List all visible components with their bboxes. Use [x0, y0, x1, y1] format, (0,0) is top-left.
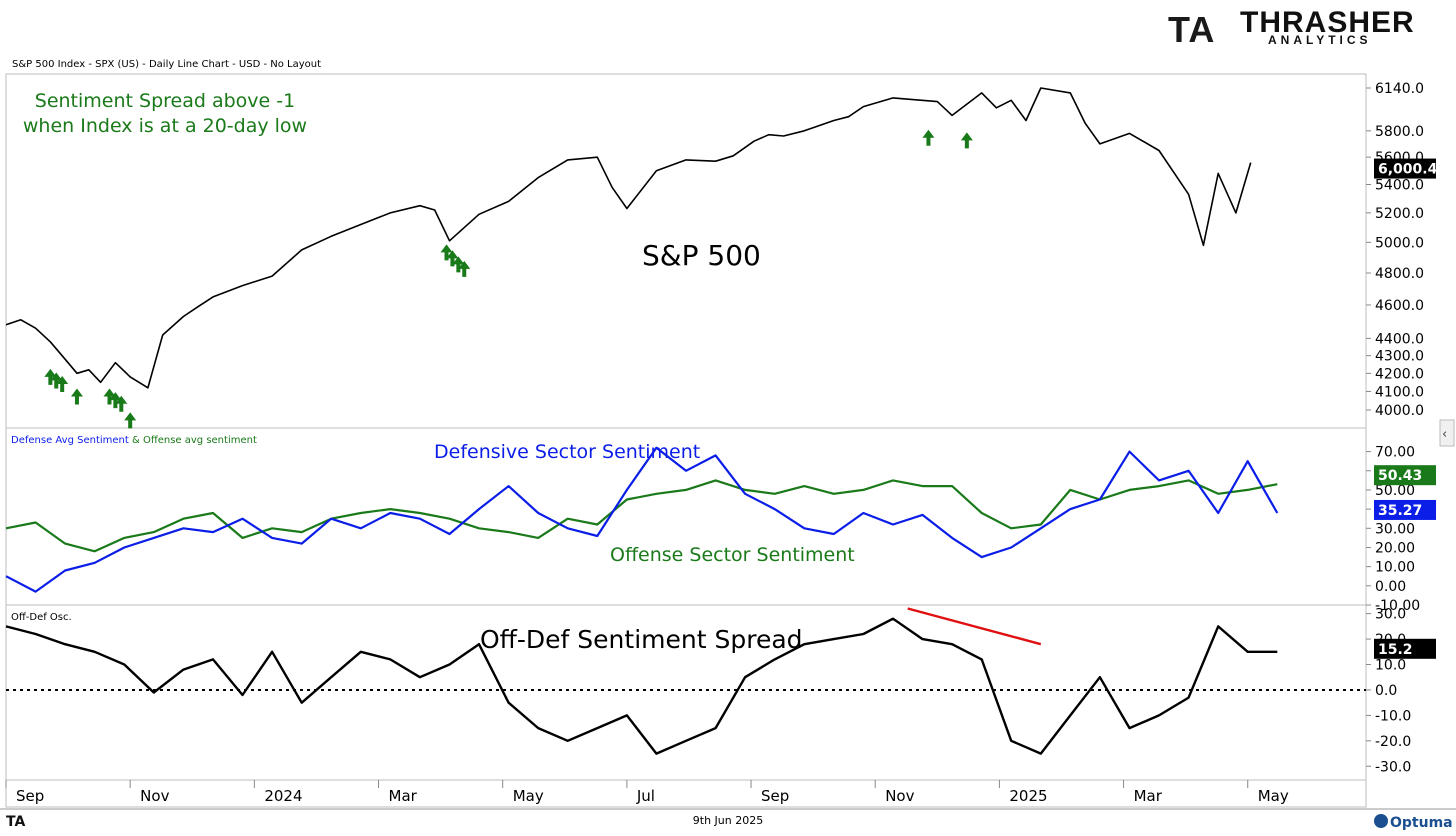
sentiment-tick-label: 10.00: [1375, 560, 1415, 576]
signal-arrow-icon: [124, 412, 137, 429]
defense-sentiment-line: [5, 446, 1279, 593]
x-tick-label: Nov: [885, 787, 914, 805]
sentiment-tick-label: 0.00: [1375, 579, 1406, 595]
price-tick-label: 4400.0: [1375, 331, 1424, 347]
price-tick-label: 4300.0: [1375, 349, 1424, 365]
sentiment-tick-label: 50.00: [1375, 483, 1415, 499]
sentiment-title-defense: Defense Avg Sentiment: [11, 435, 129, 446]
defensive-label: Defensive Sector Sentiment: [434, 441, 700, 463]
signal-annotation-line2: when Index is at a 20-day low: [23, 115, 307, 137]
x-tick-label: Nov: [140, 787, 169, 805]
offense-last-value: 50.43: [1378, 468, 1422, 484]
offense-last-value-bg: [1374, 465, 1436, 486]
osc-tick-label: 30.0: [1375, 607, 1406, 623]
x-tick-label: May: [513, 787, 544, 805]
sentiment-panel-title: Defense Avg Sentiment & Offense avg sent…: [11, 435, 257, 446]
signal-arrow-icon: [44, 368, 57, 385]
x-tick-label: Mar: [389, 787, 418, 805]
price-last-value-bg: [1374, 158, 1436, 179]
signal-arrow-icon: [960, 132, 973, 149]
footer-mark: TA: [6, 814, 25, 830]
price-tick-label: 4100.0: [1375, 384, 1424, 400]
footer-brand: Optuma: [1390, 815, 1453, 831]
x-tick-label: Sep: [16, 787, 44, 805]
sentiment-tick-label: 20.00: [1375, 540, 1415, 556]
osc-y-axis: 30.020.010.00.0-10.0-20.0-30.0: [1366, 607, 1411, 775]
osc-last-value-bg: [1374, 638, 1436, 659]
osc-panel-title: Off-Def Osc.: [11, 612, 72, 623]
price-tick-label: 5000.0: [1375, 235, 1424, 251]
osc-tick-label: -30.0: [1375, 759, 1411, 775]
sentiment-title-offense: & Offense avg sentiment: [129, 435, 257, 446]
defense-last-value-bg: [1374, 499, 1436, 520]
logo-mark: TA: [1168, 9, 1215, 50]
price-y-axis: 6140.05800.05600.05400.05200.05000.04800…: [1366, 81, 1424, 419]
chevron-left-icon[interactable]: ‹: [1442, 427, 1447, 442]
sp500-label: S&P 500: [642, 239, 761, 272]
signal-arrow-icon: [458, 260, 471, 277]
price-tick-label: 5200.0: [1375, 206, 1424, 222]
price-panel-title: S&P 500 Index - SPX (US) - Daily Line Ch…: [12, 59, 321, 70]
defense-last-value: 35.27: [1378, 503, 1422, 519]
osc-tick-label: -10.0: [1375, 708, 1411, 724]
osc-label: Off-Def Sentiment Spread: [480, 625, 803, 654]
offense-label: Offense Sector Sentiment: [610, 544, 855, 566]
signal-arrows: [44, 129, 973, 429]
sp500-line: [5, 87, 1252, 389]
price-tick-label: 4200.0: [1375, 366, 1424, 382]
sentiment-tick-label: 70.00: [1375, 445, 1415, 461]
logo-sub: ANALYTICS: [1268, 33, 1372, 47]
osc-trendline: [907, 607, 1042, 646]
x-tick-label: 2024: [264, 787, 302, 805]
sentiment-tick-label: 30.00: [1375, 521, 1415, 537]
price-tick-label: 4000.0: [1375, 403, 1424, 419]
price-tick-label: 6140.0: [1375, 81, 1424, 97]
x-tick-label: 2025: [1009, 787, 1047, 805]
osc-tick-label: 10.0: [1375, 658, 1406, 674]
signal-arrow-icon: [70, 388, 83, 405]
osc-tick-label: -20.0: [1375, 734, 1411, 750]
x-tick-label: Mar: [1134, 787, 1163, 805]
signal-arrow-icon: [50, 372, 63, 389]
price-tick-label: 4600.0: [1375, 298, 1424, 314]
signal-arrow-icon: [103, 388, 116, 405]
x-tick-label: Sep: [761, 787, 789, 805]
signal-arrow-icon: [56, 375, 69, 392]
optuma-icon: [1374, 814, 1388, 828]
signal-annotation-line1: Sentiment Spread above -1: [35, 90, 295, 112]
price-tick-label: 5800.0: [1375, 124, 1424, 140]
logo-name: THRASHER: [1240, 6, 1415, 39]
signal-arrow-icon: [115, 395, 128, 412]
osc-last-value: 15.2: [1378, 642, 1413, 658]
price-last-value: 6,000.4: [1378, 162, 1438, 178]
price-tick-label: 4800.0: [1375, 266, 1424, 282]
signal-arrow-icon: [446, 250, 459, 267]
series-lines: [5, 87, 1366, 755]
x-axis: Sep Nov 2024 Mar May Jul Sep Nov 2025 Mar May: [5, 780, 1289, 805]
signal-arrow-icon: [922, 129, 935, 146]
footer-date: 9th Jun 2025: [693, 814, 763, 827]
osc-spread-line: [5, 617, 1278, 755]
price-tick-label: 5400.0: [1375, 177, 1424, 193]
thrasher-logo: TA THRASHER ANALYTICS: [1168, 6, 1415, 50]
x-tick-label: Jul: [636, 787, 655, 805]
offense-sentiment-line: [5, 479, 1278, 553]
collapse-panel-button[interactable]: [1439, 419, 1455, 447]
signal-arrow-icon: [452, 256, 465, 273]
x-tick-label: May: [1258, 787, 1289, 805]
sentiment-tick-label: -10.00: [1375, 598, 1420, 614]
last-value-badges: 6,000.4 50.43 35.27 15.2: [1374, 158, 1438, 659]
signal-arrow-icon: [440, 244, 453, 261]
signal-arrow-icon: [109, 392, 122, 409]
osc-tick-label: 0.0: [1375, 683, 1397, 699]
